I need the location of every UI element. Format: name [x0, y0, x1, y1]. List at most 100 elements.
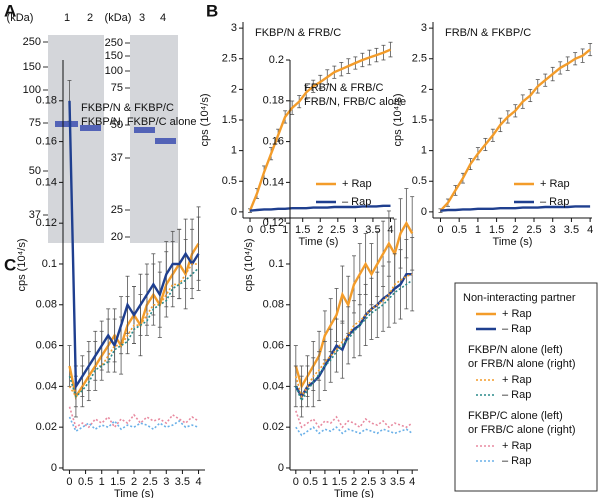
x-tick-label: 3 — [163, 476, 169, 488]
legend-group-title: Non-interacting partner — [463, 292, 576, 304]
y-tick-label: 0.5 — [222, 175, 237, 187]
legend-label: – Rap — [342, 196, 371, 208]
x-axis-label: Time (s) — [114, 488, 154, 498]
gel-tick-label: 37 — [29, 209, 41, 221]
legend-label: + Rap — [502, 374, 532, 386]
y-tick-label: 0.16 — [263, 135, 284, 147]
x-tick-label: 2 — [131, 476, 137, 488]
x-tick-label: 0 — [437, 224, 443, 236]
y-tick-label: 1.5 — [412, 114, 427, 126]
annotation: FRB/N, FRB/C alone — [304, 96, 406, 108]
lane-label: 1 — [64, 12, 70, 24]
band — [155, 138, 176, 144]
y-tick-label: 0.14 — [36, 176, 57, 188]
series-line — [440, 205, 591, 212]
y-tick-label: 3 — [231, 22, 237, 34]
y-tick-label: 1 — [421, 145, 427, 157]
x-tick-label: 1 — [282, 224, 288, 236]
gel-tick-label: 150 — [23, 61, 41, 73]
error-bar — [196, 216, 201, 291]
y-tick-label: 0.1 — [269, 258, 284, 270]
x-tick-label: 2.5 — [142, 476, 157, 488]
x-tick-label: 4 — [587, 224, 593, 236]
annotation: FKBP/N, FKBP/C alone — [81, 116, 197, 128]
gel-tick-label: 100 — [105, 65, 123, 77]
x-tick-label: 4 — [195, 476, 201, 488]
y-tick-label: 0.02 — [36, 421, 57, 433]
error-bar — [588, 43, 593, 57]
x-tick-label: 1 — [475, 224, 481, 236]
x-tick-label: 3 — [550, 224, 556, 236]
y-tick-label: 0.02 — [263, 421, 284, 433]
y-tick-label: 0 — [231, 206, 237, 218]
x-tick-label: 0 — [66, 476, 72, 488]
legend-label: + Rap — [502, 308, 532, 320]
gel-tick-label: 75 — [29, 117, 41, 129]
series-line — [248, 48, 391, 212]
x-tick-label: 2.5 — [330, 224, 345, 236]
y-tick-label: 3 — [421, 22, 427, 34]
panel-label: C — [4, 255, 16, 274]
y-tick-label: 0.12 — [263, 217, 284, 229]
lane-label: 4 — [160, 12, 166, 24]
series-line — [68, 100, 200, 391]
legend-label: + Rap — [502, 440, 532, 452]
gel-tick-label: 150 — [105, 50, 123, 62]
lane-label: 2 — [87, 12, 93, 24]
x-tick-label: 4 — [387, 224, 393, 236]
x-tick-label: 3.5 — [390, 476, 405, 488]
legend-label: + Rap — [342, 178, 372, 190]
y-tick-label: 0.08 — [263, 299, 284, 311]
gel-tick-label: 50 — [111, 119, 123, 131]
error-bar — [388, 41, 393, 58]
legend-label: – Rap — [540, 196, 569, 208]
legend-group-title: or FRB/C alone (right) — [468, 424, 576, 436]
panel-label: B — [206, 1, 218, 20]
gel-tick-label: 50 — [29, 165, 41, 177]
gel-unit: (kDa) — [105, 12, 132, 24]
x-tick-label: 0 — [247, 224, 253, 236]
x-tick-label: 0 — [293, 476, 299, 488]
x-tick-label: 3.5 — [365, 224, 380, 236]
series-line — [295, 279, 413, 403]
y-tick-label: 0.06 — [263, 339, 284, 351]
x-tick-label: 2.5 — [526, 224, 541, 236]
series-line — [294, 273, 413, 400]
y-tick-label: 1.5 — [222, 114, 237, 126]
series-line — [68, 267, 200, 399]
x-tick-label: 1.5 — [489, 224, 504, 236]
series-line — [68, 406, 199, 429]
x-tick-label: 0.5 — [303, 476, 318, 488]
x-tick-label: 0.5 — [452, 224, 467, 236]
band — [55, 121, 78, 127]
x-tick-label: 2 — [512, 224, 518, 236]
band — [80, 125, 101, 131]
y-tick-label: 0.14 — [263, 176, 284, 188]
y-tick-label: 0.18 — [36, 95, 57, 107]
lane-label: 3 — [139, 12, 145, 24]
x-tick-label: 1.5 — [295, 224, 310, 236]
y-tick-label: 1 — [231, 145, 237, 157]
gel-tick-label: 20 — [111, 231, 123, 243]
series-line — [68, 416, 199, 433]
y-tick-label: 0.18 — [263, 95, 284, 107]
annotation: FRB/N & FKBP/C — [445, 27, 531, 39]
legend-group-title: FKBP/C alone (left) — [468, 410, 563, 422]
series-line — [294, 220, 414, 390]
y-axis-label: cps (10⁴/s) — [16, 238, 28, 291]
series-line — [439, 48, 591, 212]
x-axis-label: Time (s) — [299, 236, 339, 248]
y-axis-label: cps (10⁴/s) — [243, 238, 255, 291]
panel-label: A — [4, 1, 16, 20]
gel-tick-label: 25 — [111, 204, 123, 216]
y-tick-label: 0.16 — [36, 135, 57, 147]
y-tick-label: 0.04 — [263, 380, 284, 392]
annotation: FKBP/N & FKBP/C — [81, 102, 174, 114]
legend-group-title: FKBP/N alone (left) — [468, 344, 563, 356]
annotation: FRB/N & FRB/C — [304, 82, 384, 94]
error-bar — [293, 365, 298, 408]
error-bar — [67, 345, 72, 387]
legend-label: – Rap — [502, 323, 531, 335]
x-tick-label: 2.5 — [361, 476, 376, 488]
